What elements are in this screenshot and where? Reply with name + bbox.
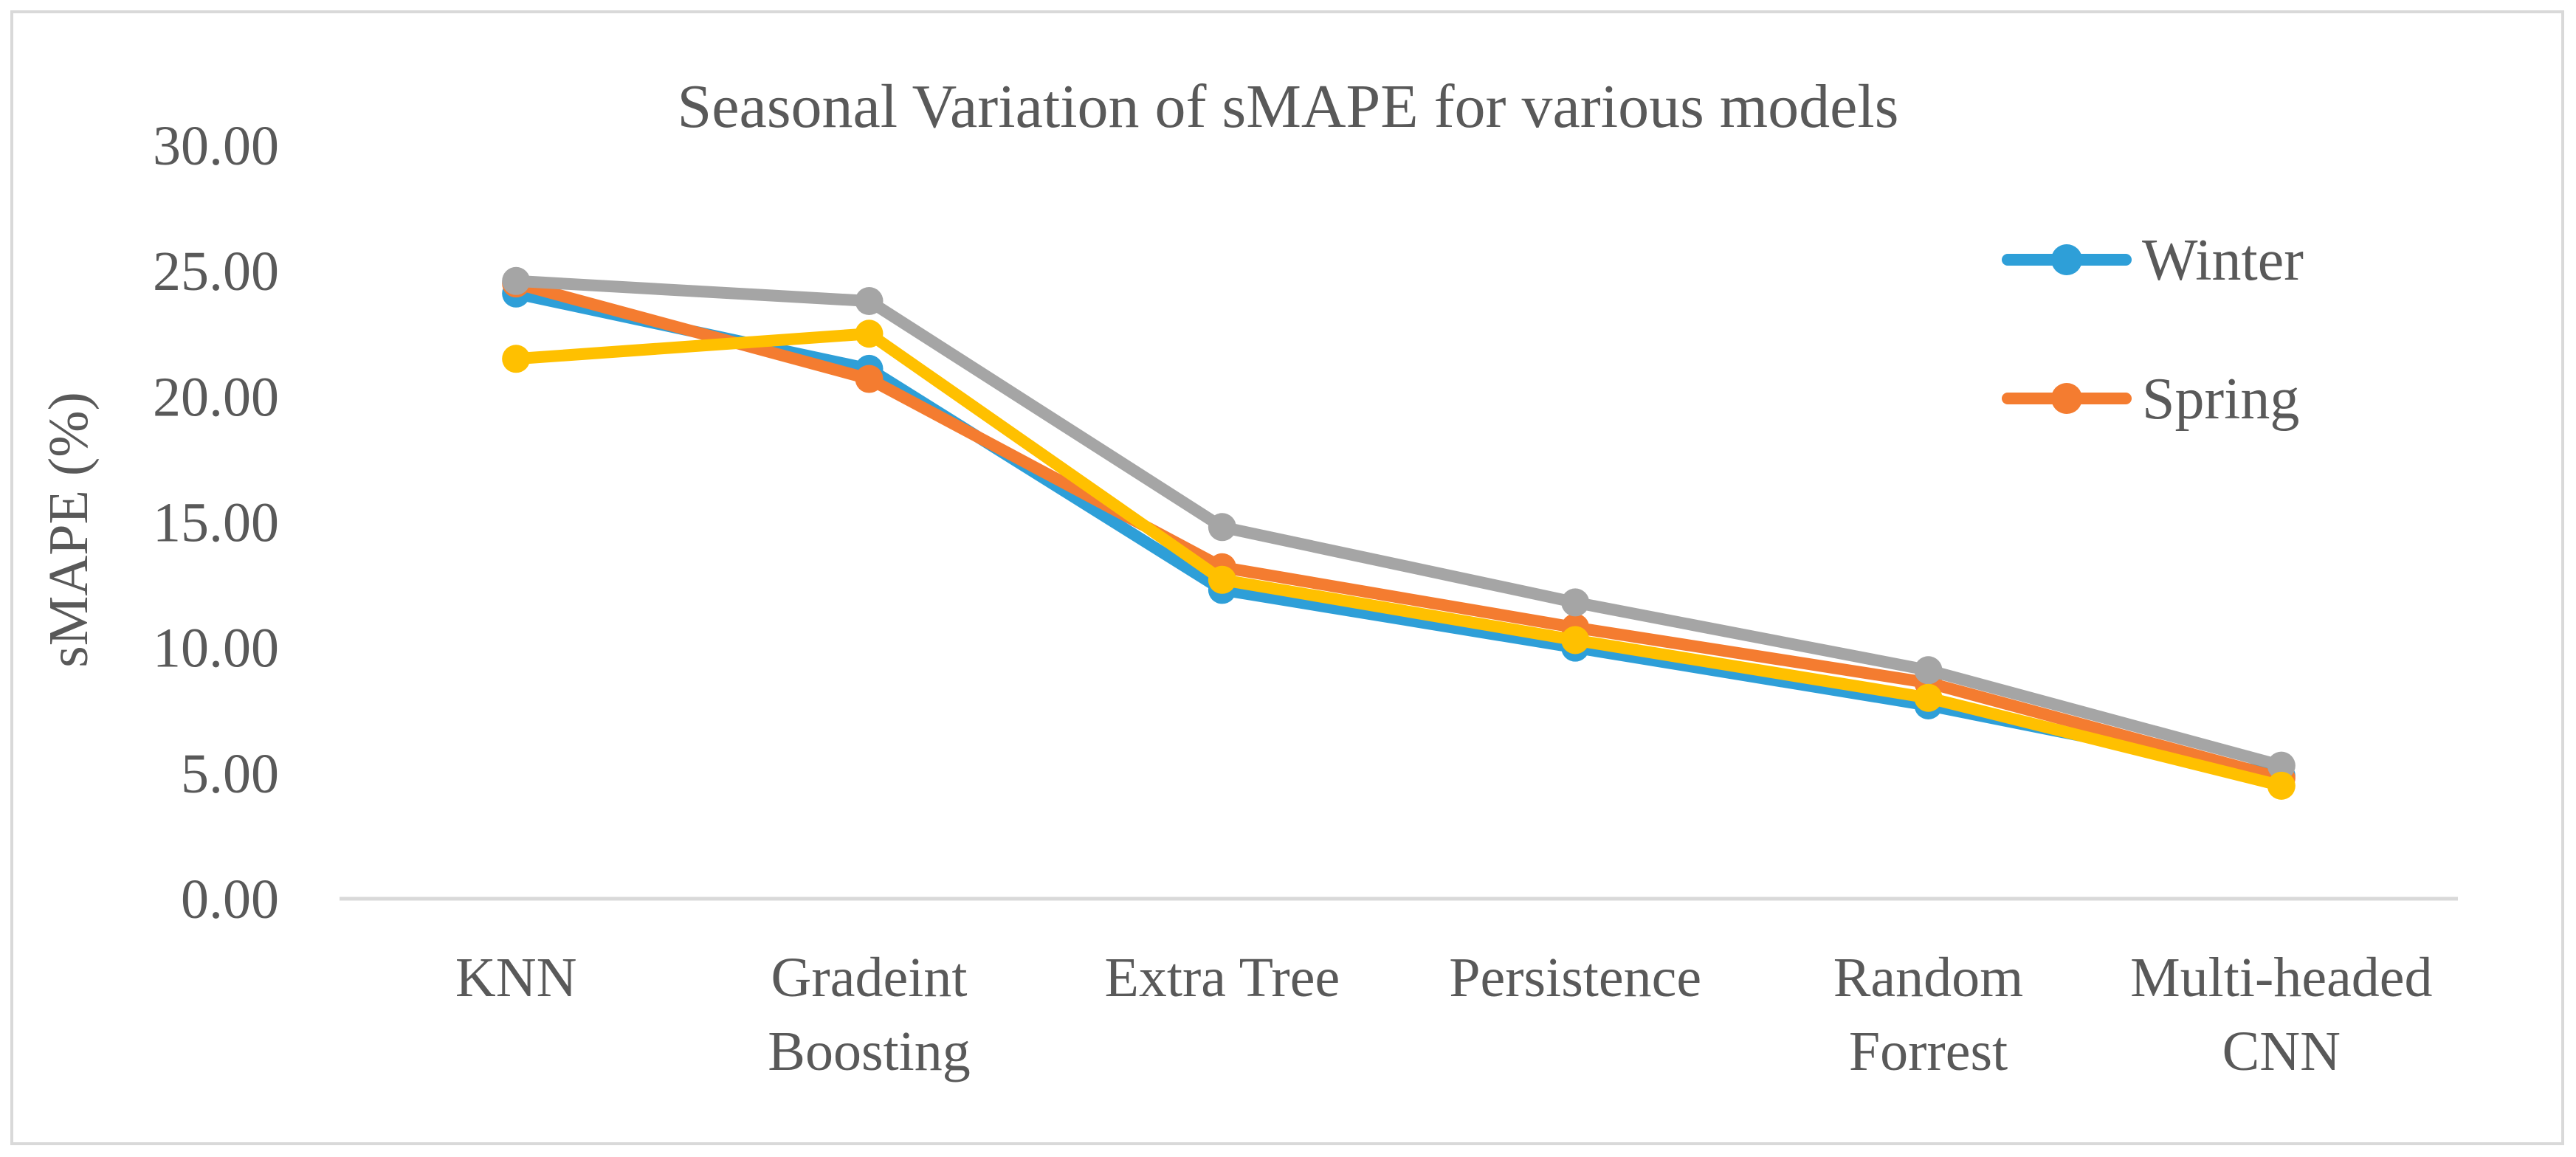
y-tick-label: 10.00	[153, 618, 279, 680]
legend-label: Winter	[2142, 228, 2304, 293]
series-line	[510, 328, 2287, 792]
y-tick-label: 30.00	[153, 115, 279, 177]
series-line	[510, 274, 2287, 772]
data-point	[1208, 565, 1236, 594]
data-point	[1208, 513, 1236, 542]
y-axis-ticks: 0.00 5.00 10.00 15.00 20.00 25.00 30.00	[153, 115, 279, 930]
x-tick-label: Extra Tree	[1104, 947, 1340, 1009]
data-point	[2267, 771, 2296, 800]
x-tick-label: KNN	[455, 947, 577, 1009]
data-point	[1914, 656, 1943, 685]
y-tick-label: 25.00	[153, 241, 279, 303]
legend-marker	[2051, 244, 2082, 275]
x-axis-ticks: KNN Gradeint Boosting Extra Tree Persistence…	[455, 947, 2433, 1082]
x-tick-label: Multi-headed CNN	[2130, 947, 2432, 1082]
x-tick-label: Gradeint Boosting	[768, 947, 971, 1082]
data-point	[502, 266, 531, 295]
y-tick-label: 5.00	[181, 743, 279, 805]
x-tick-label: Persistence	[1449, 947, 1701, 1009]
y-tick-label: 20.00	[153, 366, 279, 428]
data-point	[855, 287, 884, 316]
y-tick-label: 0.00	[181, 868, 279, 930]
data-point	[1561, 626, 1590, 655]
series-line	[510, 277, 2287, 784]
data-point	[502, 345, 531, 373]
data-point	[1914, 683, 1943, 712]
series-group	[502, 266, 2296, 800]
x-tick-label: Random Forrest	[1833, 947, 2024, 1082]
y-tick-label: 15.00	[153, 492, 279, 554]
data-point	[2267, 751, 2296, 780]
y-axis-label: sMAPE (%)	[38, 392, 100, 668]
legend-label: Spring	[2142, 367, 2299, 432]
data-point	[1561, 588, 1590, 617]
data-point	[855, 365, 884, 393]
data-point	[855, 320, 884, 348]
legend: Winter Spring	[2002, 228, 2304, 432]
chart-title: Seasonal Variation of sMAPE for various …	[678, 72, 1899, 141]
legend-marker	[2051, 383, 2082, 414]
